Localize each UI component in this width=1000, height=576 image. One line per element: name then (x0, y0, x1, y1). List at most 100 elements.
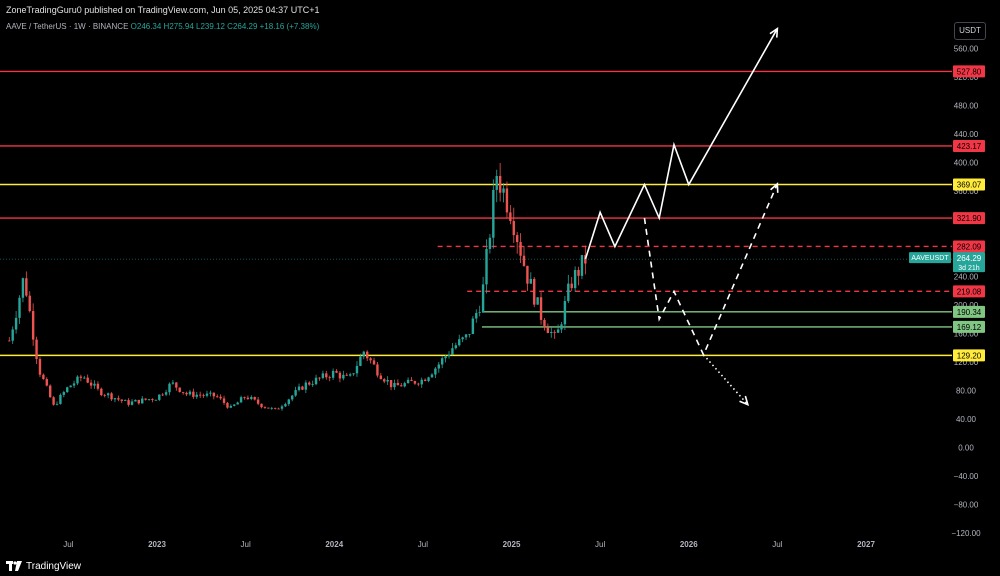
candle-body (492, 189, 495, 238)
y-tick-label: 560.00 (954, 44, 979, 53)
candle-body (335, 370, 338, 373)
candle-body (420, 379, 423, 385)
candle-body (376, 364, 379, 376)
candle-body (144, 398, 147, 400)
x-tick-label: Jul (241, 540, 251, 549)
candle-body (93, 383, 96, 386)
candle-body (458, 339, 461, 346)
candle-body (430, 374, 434, 378)
candle-body (141, 398, 144, 404)
candle-body (123, 400, 127, 401)
candle-body (423, 379, 427, 381)
candle-body (147, 399, 151, 400)
candle-body (567, 283, 570, 302)
symbol-name[interactable]: AAVE / TetherUS · 1W · BINANCE (6, 22, 129, 31)
candle-body (522, 255, 526, 266)
candle-body (284, 404, 287, 407)
y-tick-label: 480.00 (954, 101, 979, 110)
candle-body (563, 301, 567, 325)
candle-body (345, 374, 348, 376)
candle-body (556, 329, 560, 333)
x-tick-label: Jul (418, 540, 428, 549)
candle-body (103, 395, 106, 396)
candle-body (512, 221, 515, 236)
candle-body (301, 386, 304, 390)
candle-body (485, 248, 488, 285)
candle-body (256, 399, 260, 404)
publish-line: ZoneTradingGuru0 published on TradingVie… (6, 5, 320, 15)
candle-body (464, 334, 468, 338)
footer-brand[interactable]: TradingView (26, 560, 82, 572)
candle-body (509, 212, 512, 222)
level-price-tag (953, 65, 985, 78)
level-price-tag (953, 320, 985, 333)
candle-body (168, 383, 171, 393)
candle-body (185, 392, 188, 395)
candle-body (233, 404, 236, 406)
candle-body (311, 384, 314, 385)
candle-body (410, 379, 413, 382)
candle-body (106, 393, 110, 396)
y-tick-label: 520.00 (954, 73, 979, 82)
candle-body (89, 382, 93, 386)
symbol-tag (909, 252, 951, 264)
candle-body (35, 339, 38, 360)
candle-body (137, 399, 141, 404)
candle-body (154, 399, 158, 401)
candle-body (577, 270, 580, 276)
level-price-label: 219.08 (957, 287, 982, 296)
candle-body (277, 408, 280, 410)
candle-body (151, 399, 154, 400)
level-price-label: 423.17 (957, 142, 982, 151)
candle-body (243, 397, 246, 399)
currency-button[interactable]: USDT (954, 22, 986, 40)
candle-body (195, 394, 198, 397)
candle-body (338, 372, 342, 379)
x-tick-label: Jul (595, 540, 605, 549)
candle-body (502, 188, 505, 193)
candle-body (543, 319, 546, 328)
candle-body (250, 397, 253, 400)
candle-body (263, 407, 267, 409)
candle-body (427, 377, 430, 381)
candle-body (48, 385, 52, 398)
candle-body (219, 396, 222, 399)
candle-body (72, 383, 76, 386)
candle-body (355, 365, 359, 374)
y-tick-label: 200.00 (954, 301, 979, 310)
candle-body (573, 270, 577, 289)
candle-body (158, 394, 161, 400)
candle-body (21, 278, 25, 298)
candle-body (519, 242, 522, 256)
x-tick-label: 2024 (325, 540, 343, 549)
candle-body (342, 374, 345, 379)
candle-body (294, 390, 297, 396)
ohlc-values: O246.34 H275.94 L239.12 C264.29 +18.16 (… (130, 22, 320, 31)
candle-body (86, 377, 89, 383)
candle-body (389, 380, 393, 388)
x-tick-label: Jul (772, 540, 782, 549)
candle-body (348, 374, 352, 376)
candle-body (498, 175, 502, 193)
current-price-tag (953, 252, 985, 273)
candle-body (273, 407, 277, 409)
candle-body (226, 402, 229, 408)
candle-body (434, 368, 437, 375)
candle-body (328, 377, 331, 379)
candle-body (362, 351, 365, 357)
countdown-label: 3d 21h (958, 265, 980, 272)
level-price-tag (953, 139, 985, 152)
candle-body (113, 398, 117, 400)
candle-body (297, 386, 301, 391)
footer: TradingView (0, 556, 1000, 576)
candle-body (304, 382, 308, 390)
projection-path (584, 28, 779, 260)
level-price-label: 190.34 (957, 308, 982, 317)
candle-body (55, 403, 59, 405)
candle-body (393, 382, 396, 388)
candle-body (413, 381, 417, 384)
level-price-tag (953, 240, 985, 253)
candle-body (325, 373, 328, 378)
level-price-tag (953, 305, 985, 318)
